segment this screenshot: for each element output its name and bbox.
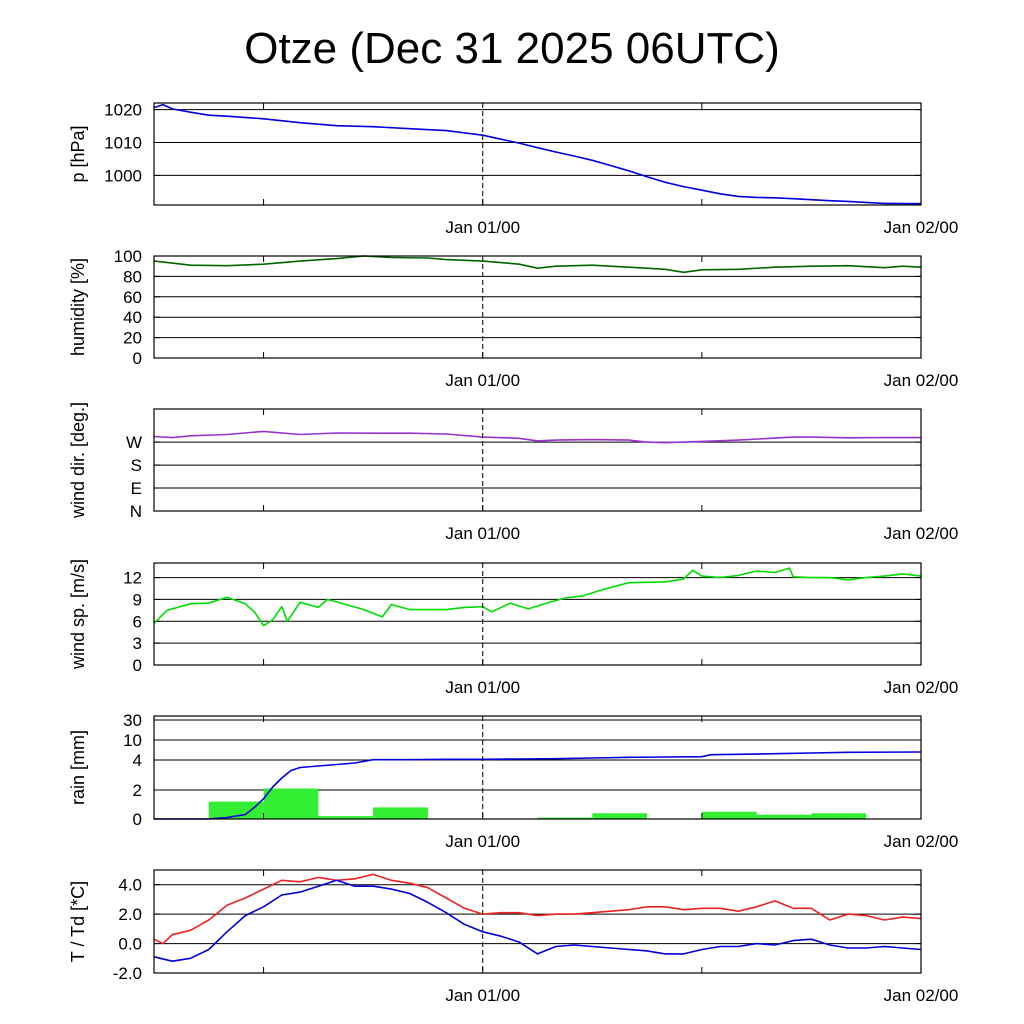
x-tick-label: Jan 02/00 xyxy=(884,832,959,851)
y-tick-label: 4.0 xyxy=(118,876,142,895)
series-line-pressure xyxy=(153,103,922,205)
y-tick-label: E xyxy=(131,479,142,498)
y-tick-label: 0 xyxy=(133,656,142,675)
x-tick-label: Jan 01/00 xyxy=(445,524,520,543)
x-tick-label: Jan 01/00 xyxy=(445,371,520,390)
y-axis-label: rain [mm] xyxy=(68,730,88,805)
x-tick-label: Jan 02/00 xyxy=(884,678,959,697)
y-tick-label: 12 xyxy=(123,569,142,588)
rain-bar xyxy=(592,813,648,819)
y-tick-label: 100 xyxy=(114,247,142,266)
panel-frame xyxy=(153,715,922,820)
x-tick-label: Jan 01/00 xyxy=(445,218,520,237)
panel-frame xyxy=(153,255,922,359)
x-tick-label: Jan 01/00 xyxy=(445,678,520,697)
rain-bar xyxy=(263,788,319,819)
y-tick-label: 80 xyxy=(123,267,142,286)
y-tick-label: 4 xyxy=(133,751,142,770)
y-tick-label: 0.0 xyxy=(118,935,142,954)
rain-bar xyxy=(701,811,757,819)
y-tick-label: W xyxy=(126,433,142,452)
rain-bar xyxy=(537,817,593,819)
y-tick-label: 2 xyxy=(133,781,142,800)
rain-bar xyxy=(756,814,812,819)
y-tick-label: 1010 xyxy=(104,133,142,152)
y-tick-label: 6 xyxy=(133,612,142,631)
x-tick-label: Jan 02/00 xyxy=(884,524,959,543)
x-tick-label: Jan 01/00 xyxy=(445,986,520,1005)
series-line-td xyxy=(153,879,922,963)
y-axis-label: wind sp. [m/s] xyxy=(68,559,88,670)
y-axis-label: p [hPa] xyxy=(68,125,88,182)
series-line-wind-speed xyxy=(153,567,922,627)
y-tick-label: 3 xyxy=(133,634,142,653)
rain-bar xyxy=(373,807,428,819)
panel-wind_speed: 12 9 6 3 0 Jan 01/00 Jan 02/00 wind sp. [m/s] xyxy=(68,559,958,697)
y-tick-label: N xyxy=(130,502,142,521)
y-tick-label: 1000 xyxy=(104,166,142,185)
y-tick-label: 40 xyxy=(123,308,142,327)
y-axis-label: wind dir. [deg.] xyxy=(68,402,88,519)
x-tick-label: Jan 01/00 xyxy=(445,832,520,851)
panel-temperature: 4.0 2.0 0.0 -2.0 Jan 01/00 Jan 02/00 T / Td [*… xyxy=(68,869,959,1005)
y-tick-label: 0 xyxy=(133,810,142,829)
panel-frame xyxy=(153,869,922,974)
x-tick-label: Jan 02/00 xyxy=(884,986,959,1005)
rain-bar xyxy=(811,813,867,819)
chart-title: Otze (Dec 31 2025 06UTC) xyxy=(244,24,780,73)
y-tick-label: 1020 xyxy=(104,101,142,120)
y-axis-label: humidity [%] xyxy=(68,258,88,356)
y-tick-label: -2.0 xyxy=(113,964,142,983)
y-tick-label: 0 xyxy=(133,349,142,368)
x-tick-label: Jan 02/00 xyxy=(884,218,959,237)
series-line-humidity xyxy=(153,255,922,274)
series-line-wind-direction xyxy=(153,430,921,444)
series-line-accumulated-rain xyxy=(154,751,922,820)
y-tick-label: 10 xyxy=(123,731,142,750)
rain-bar xyxy=(208,801,264,819)
panel-frame xyxy=(153,562,922,666)
panel-frame xyxy=(153,102,922,206)
panel-frame xyxy=(153,408,922,512)
y-tick-label: S xyxy=(131,456,142,475)
x-tick-label: Jan 02/00 xyxy=(884,371,959,390)
y-tick-label: 2.0 xyxy=(118,905,142,924)
y-tick-label: 30 xyxy=(123,711,142,730)
panel-pressure: 1020 1010 1000 Jan 01/00 Jan 02/00 p [hPa] xyxy=(68,101,958,237)
rain-bar xyxy=(318,816,374,819)
y-tick-label: 20 xyxy=(123,329,142,348)
series-line-t xyxy=(153,873,922,945)
y-tick-label: 9 xyxy=(133,590,142,609)
y-tick-label: 60 xyxy=(123,288,142,307)
y-axis-label: T / Td [*C] xyxy=(68,881,88,962)
